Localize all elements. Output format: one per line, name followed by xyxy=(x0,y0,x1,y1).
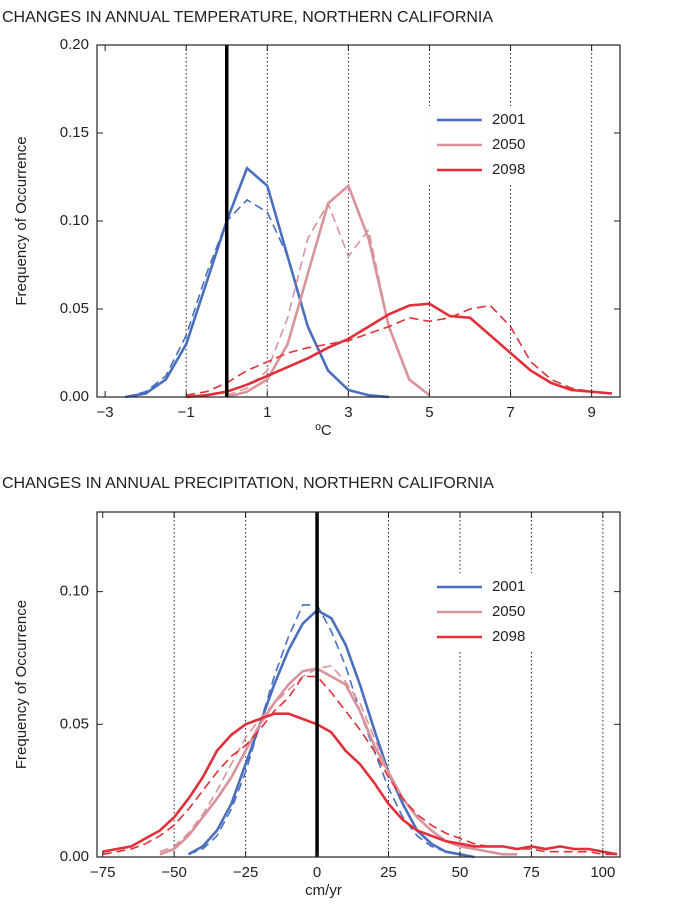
series-line xyxy=(102,712,618,856)
x-tick-label: 7 xyxy=(506,404,514,421)
series-dashed-line xyxy=(102,675,618,856)
y-tick-label: 0.00 xyxy=(60,388,89,405)
series-dashed-line xyxy=(188,604,475,858)
y-axis-label: Frequency of Occurrence xyxy=(13,600,30,769)
x-tick-label: 5 xyxy=(425,404,433,421)
x-tick-label: 50 xyxy=(452,864,469,881)
y-tick-label: 0.20 xyxy=(60,36,89,53)
x-tick-label: −3 xyxy=(97,404,114,421)
y-tick-label: 0.10 xyxy=(60,212,89,229)
x-axis-label: cm/yr xyxy=(305,882,342,899)
legend-label: 2001 xyxy=(492,578,525,595)
series-line xyxy=(159,667,518,856)
x-tick-label: 1 xyxy=(263,404,271,421)
y-tick-label: 0.00 xyxy=(60,848,89,865)
legend-label: 2001 xyxy=(492,111,525,128)
legend-label: 2098 xyxy=(492,161,525,178)
series-line xyxy=(187,608,475,859)
legend-label: 2050 xyxy=(492,603,525,620)
series-dashed-line xyxy=(125,198,389,398)
legend-label: 2098 xyxy=(492,628,525,645)
x-tick-label: −1 xyxy=(178,404,195,421)
x-tick-label: 75 xyxy=(523,864,540,881)
series-line xyxy=(125,166,390,399)
y-tick-label: 0.15 xyxy=(60,124,89,141)
x-tick-label: −75 xyxy=(90,864,115,881)
chart-title: CHANGES IN ANNUAL PRECIPITATION, NORTHER… xyxy=(2,475,494,492)
y-tick-label: 0.05 xyxy=(60,715,89,732)
x-axis-label: ºC xyxy=(315,422,331,439)
series-dashed-line xyxy=(159,665,518,856)
series-line xyxy=(186,302,613,399)
chart-title: CHANGES IN ANNUAL TEMPERATURE, NORTHERN … xyxy=(2,9,493,26)
x-tick-label: 3 xyxy=(344,404,352,421)
x-tick-label: 0 xyxy=(313,864,321,881)
x-tick-label: 100 xyxy=(590,864,615,881)
series-line xyxy=(226,183,431,399)
y-tick-label: 0.10 xyxy=(60,583,89,600)
plot-frame xyxy=(96,44,621,398)
x-tick-label: 9 xyxy=(587,404,595,421)
y-axis-label: Frequency of Occurrence xyxy=(13,136,30,305)
plot-frame xyxy=(96,511,621,858)
series-dashed-line xyxy=(186,304,612,396)
x-tick-label: −25 xyxy=(233,864,258,881)
x-tick-label: −50 xyxy=(161,864,186,881)
legend-label: 2050 xyxy=(492,136,525,153)
y-tick-label: 0.05 xyxy=(60,300,89,317)
x-tick-label: 25 xyxy=(380,864,397,881)
